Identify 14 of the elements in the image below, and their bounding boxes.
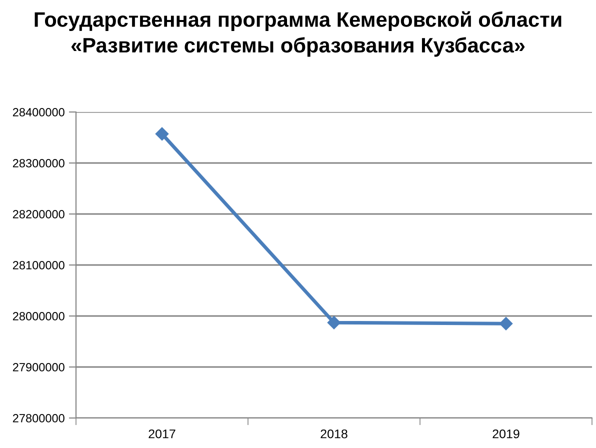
y-tick-label: 28000000 [12, 312, 64, 320]
point [499, 317, 513, 330]
x-tick-label: 2018 [320, 429, 348, 438]
y-tick-label: 27800000 [12, 414, 64, 422]
y-tick-label: 28400000 [12, 108, 64, 116]
y-tick-label: 28300000 [12, 159, 64, 168]
y-tick-label: 28200000 [12, 210, 64, 218]
chart-title: Государственная программа Кемеровской области «Развитие системы образования Кузбасса» [34, 11, 562, 57]
point [155, 127, 169, 141]
y-tick-label: 27900000 [12, 363, 64, 372]
x-tick-label: 2019 [492, 429, 520, 438]
y-tick-label: 28100000 [12, 261, 64, 270]
x-tick-label: 2017 [148, 429, 176, 438]
point [327, 316, 341, 330]
